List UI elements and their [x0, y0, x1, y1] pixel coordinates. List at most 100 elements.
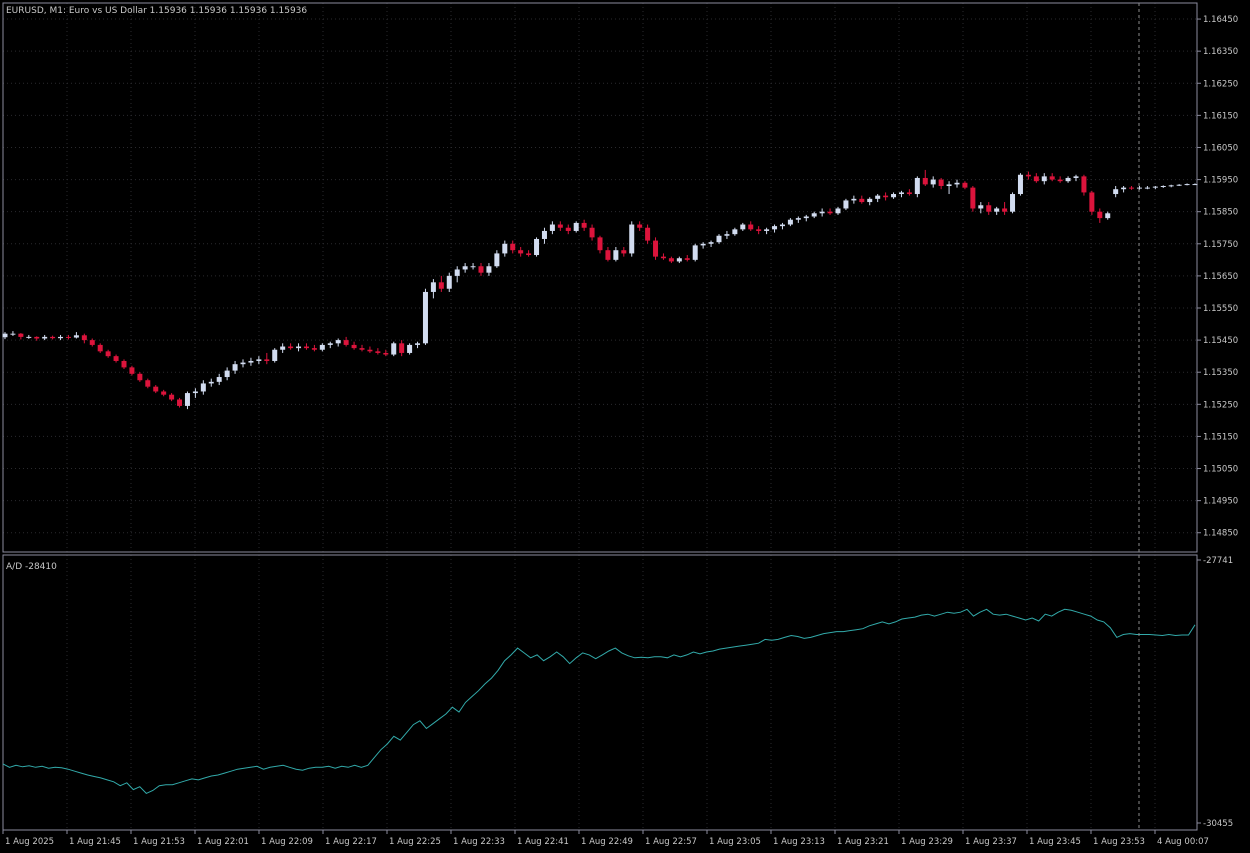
candle — [351, 341, 357, 350]
candle — [613, 247, 619, 262]
candle-body — [772, 226, 778, 230]
candle-body — [518, 250, 524, 254]
candle-body — [296, 346, 302, 349]
candle — [764, 227, 770, 235]
candle-body — [303, 346, 309, 349]
candle — [898, 190, 904, 198]
candle — [470, 263, 476, 270]
price-tick-label: 1.16250 — [1203, 79, 1238, 89]
candle-body — [335, 340, 341, 344]
candle — [1041, 173, 1047, 185]
candle — [359, 344, 365, 352]
candle-body — [137, 373, 143, 381]
candle-body — [803, 216, 809, 219]
candle-body — [1160, 186, 1166, 187]
candle — [137, 372, 143, 382]
time-tick-label: 1 Aug 2025 — [5, 837, 54, 847]
candle-body — [129, 367, 135, 374]
candle-body — [613, 250, 619, 260]
candle — [819, 208, 825, 217]
time-tick-label: 1 Aug 22:33 — [453, 837, 505, 847]
candle-body — [422, 291, 428, 344]
candle-body — [438, 282, 444, 289]
candle-body — [851, 198, 857, 201]
candle — [930, 176, 936, 188]
indicator-tick-label: -27741 — [1203, 556, 1233, 566]
candle — [311, 344, 317, 352]
candle — [1160, 185, 1166, 188]
time-tick-label: 1 Aug 22:49 — [581, 837, 633, 847]
candle — [240, 359, 246, 368]
candle-body — [26, 336, 32, 338]
candle — [1152, 186, 1158, 190]
candle — [407, 343, 413, 355]
candle — [430, 279, 436, 299]
candle — [1184, 183, 1190, 186]
candle-body — [399, 343, 405, 353]
indicator-axis: -27741 -30455 — [1197, 556, 1233, 829]
candle-body — [660, 256, 666, 259]
candle — [843, 198, 849, 211]
candle-body — [526, 253, 532, 256]
candle — [573, 221, 579, 233]
candle — [319, 343, 325, 352]
candle-body — [946, 184, 952, 186]
candle-body — [1010, 194, 1016, 212]
candle — [716, 234, 722, 244]
candle — [232, 360, 238, 374]
price-axis: 1.16450 1.16350 1.16250 1.16150 1.16050 1.159… — [1197, 15, 1238, 539]
price-pane-frame — [2, 2, 1198, 553]
candle-body — [557, 224, 563, 228]
candle-body — [835, 208, 841, 214]
candle-body — [1105, 213, 1111, 219]
candle-body — [454, 269, 460, 276]
price-tick-label: 1.16450 — [1203, 15, 1238, 25]
candle — [787, 218, 793, 227]
candle — [288, 343, 294, 350]
candle-body — [573, 222, 579, 231]
candle-body — [224, 370, 230, 378]
time-tick-label: 4 Aug 00:07 — [1157, 837, 1209, 847]
price-tick-label: 1.14950 — [1203, 497, 1238, 507]
candle-body — [105, 351, 111, 357]
time-tick-label: 1 Aug 23:29 — [901, 837, 953, 847]
candle-body — [415, 343, 421, 345]
candle — [684, 255, 690, 262]
candle — [1073, 174, 1079, 182]
candle — [399, 340, 405, 357]
candle-body — [256, 359, 262, 361]
candle-body — [446, 275, 452, 289]
candle — [851, 195, 857, 204]
candle-body — [1192, 184, 1198, 186]
candle — [26, 334, 32, 339]
candle-body — [692, 245, 698, 260]
candle-body — [795, 218, 801, 220]
candle-body — [589, 227, 595, 238]
candle — [446, 272, 452, 292]
candle-body — [668, 258, 674, 262]
candle-body — [177, 399, 183, 406]
candle — [280, 343, 286, 353]
price-tick-label: 1.15750 — [1203, 240, 1238, 250]
candle — [97, 343, 103, 353]
candle — [161, 389, 167, 397]
candle-body — [597, 237, 603, 251]
candle-body — [986, 205, 992, 212]
indicator-pane-frame — [2, 554, 1198, 831]
candle-body — [756, 229, 762, 231]
time-tick-label: 1 Aug 22:57 — [645, 837, 697, 847]
candle-body — [549, 224, 555, 231]
price-tick-label: 1.15150 — [1203, 432, 1238, 442]
time-tick-label: 1 Aug 22:41 — [517, 837, 569, 847]
time-tick-label: 1 Aug 23:21 — [837, 837, 889, 847]
candle-body — [1113, 189, 1119, 195]
price-tick-label: 1.15850 — [1203, 208, 1238, 218]
candle-body — [264, 359, 270, 361]
candle — [486, 263, 492, 276]
candle — [296, 343, 302, 352]
candle — [18, 333, 24, 340]
candle — [177, 397, 183, 408]
candle — [541, 227, 547, 244]
